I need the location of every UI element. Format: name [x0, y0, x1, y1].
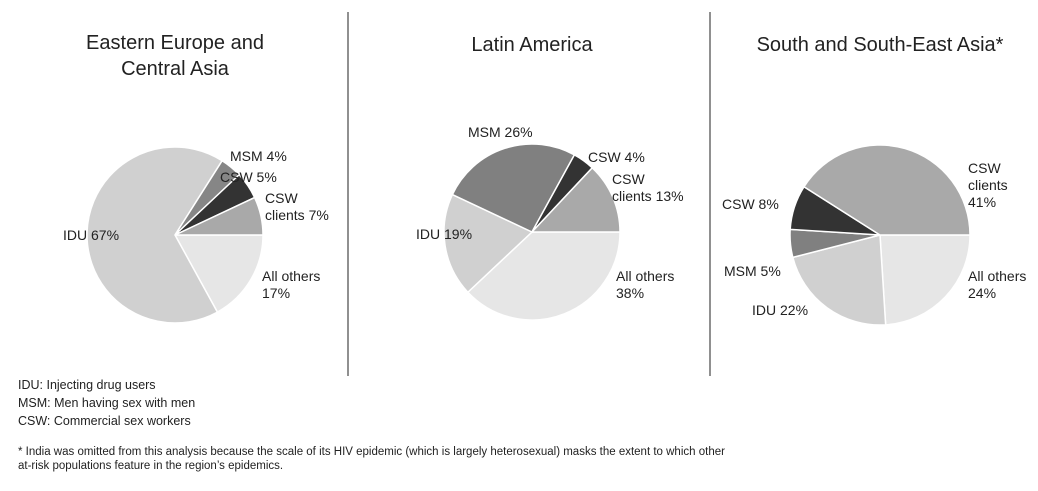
chart-title: Eastern Europe and Central Asia	[86, 32, 264, 80]
definition: CSW: Commercial sex workers	[18, 414, 191, 428]
slice-label: CSW 4%	[588, 149, 645, 165]
slice-label: CSW 8%	[722, 196, 779, 212]
slice-label: CSW clients 41%	[968, 160, 1008, 210]
pie-slice	[443, 193, 534, 294]
slice-label: MSM 5%	[724, 263, 781, 279]
slice-label: MSM 4%	[230, 148, 287, 164]
slice-label: IDU 22%	[752, 302, 809, 318]
pie-slice	[174, 196, 264, 236]
slice-label: MSM 26%	[468, 124, 533, 140]
slice-label: All others 24%	[968, 268, 1027, 301]
pie-slice	[879, 234, 971, 326]
definition: MSM: Men having sex with men	[18, 396, 196, 410]
pie-slice	[173, 234, 264, 314]
slice-label: IDU 67%	[63, 227, 120, 243]
footnote: * India was omitted from this analysis b…	[18, 446, 725, 472]
pie-slice	[530, 166, 621, 233]
definition: IDU: Injecting drug users	[18, 378, 156, 392]
slice-label: All others 38%	[616, 268, 675, 301]
pie-slice	[466, 231, 621, 321]
slice-label: All others 17%	[262, 268, 321, 301]
chart-title: Latin America	[471, 34, 593, 56]
slice-label: IDU 19%	[416, 226, 473, 242]
slice-label: CSW clients 7%	[265, 190, 329, 223]
pie-slice	[86, 146, 224, 324]
slice-label: CSW clients 13%	[612, 171, 684, 204]
pie-slice	[802, 144, 971, 236]
pie-slice	[791, 234, 887, 326]
chart-title: South and South-East Asia*	[756, 34, 1004, 56]
slice-label: CSW 5%	[220, 169, 277, 185]
